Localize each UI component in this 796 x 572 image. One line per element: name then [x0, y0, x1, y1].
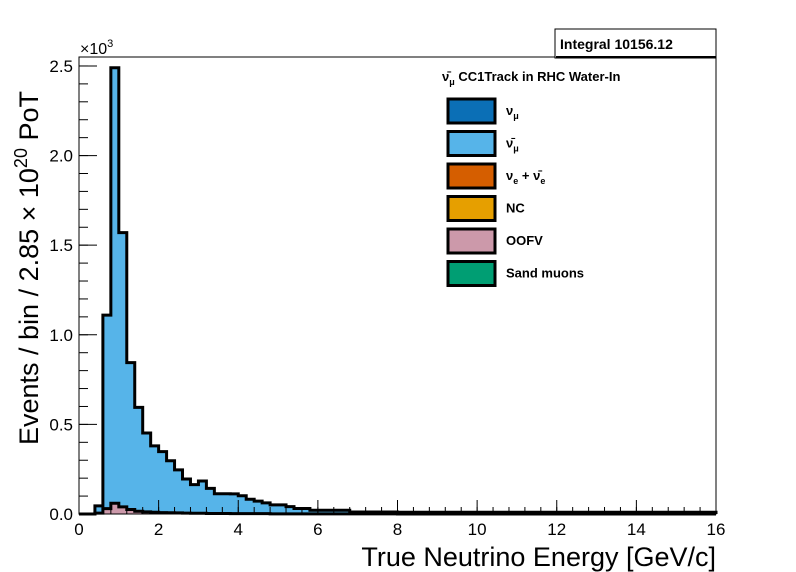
legend-header-subscript: μ — [449, 77, 455, 87]
y-axis-title: Events / bin / 2.85 × 1020 PoT — [11, 91, 44, 445]
legend-label-nc: NC — [506, 201, 525, 216]
axes: 0 2 4 6 8 10 12 14 16 0.0 0.5 1.0 1.5 2.0 2.5 — [49, 56, 726, 539]
x-tick-label: 8 — [393, 520, 402, 539]
stats-box-text: Integral 10156.12 — [560, 36, 673, 52]
legend-header-symbol: ν̄ — [442, 69, 451, 84]
y-tick-label: 2.0 — [49, 147, 73, 166]
legend-label-sand: Sand muons — [506, 266, 584, 281]
legend-swatch-nc — [446, 195, 497, 222]
legend-header-text: CC1Track in RHC Water-In — [455, 69, 621, 84]
stats-box: Integral 10156.12 — [554, 28, 717, 59]
x-tick-label: 4 — [234, 520, 243, 539]
legend-joiner: + — [518, 168, 533, 183]
x-tick-label: 14 — [627, 520, 646, 539]
legend-label-numu: νμ — [506, 103, 519, 121]
legend-label-text: OOFV — [506, 233, 543, 248]
legend-subscript: e — [513, 176, 518, 186]
legend-subscript: μ — [513, 144, 519, 154]
legend-symbol: ν — [506, 103, 513, 118]
y-tick-label: 2.5 — [49, 57, 73, 76]
legend-swatch-numu — [446, 97, 497, 125]
legend-subscript-2: e — [540, 176, 545, 186]
y-tick-label: 0.0 — [49, 505, 73, 524]
y-tick-label: 0.5 — [49, 415, 73, 434]
legend-symbol: ν̄ — [506, 136, 515, 151]
legend-symbol-2: ν̄ — [533, 168, 542, 183]
x-tick-label: 2 — [154, 520, 163, 539]
y-axis-title-prefix: Events / bin / 2.85 × 10 — [14, 168, 44, 445]
y-axis-title-suffix: PoT — [14, 91, 44, 148]
x-tick-label: 6 — [313, 520, 322, 539]
y-tick-label: 1.5 — [49, 236, 73, 255]
legend-symbol: ν — [506, 168, 513, 183]
legend-swatch-sand — [446, 260, 497, 287]
legend-subscript: μ — [513, 111, 519, 121]
stats-label: Integral — [560, 36, 611, 52]
legend-label-oofv: OOFV — [506, 233, 543, 248]
x-axis-title: True Neutrino Energy [GeV/c] — [361, 542, 716, 572]
legend-label-nue: νe + ν̄e — [506, 168, 545, 186]
x-tick-label: 0 — [74, 520, 83, 539]
x-tick-label: 10 — [468, 520, 487, 539]
x-tick-label: 16 — [707, 520, 726, 539]
series-outline-numubar — [79, 66, 718, 516]
legend-swatch-nue — [446, 162, 497, 190]
y-multiplier-exponent: 3 — [107, 38, 113, 50]
stats-value: 10156.12 — [614, 36, 673, 52]
legend-label-numubar: ν̄μ — [506, 136, 519, 154]
y-axis-title-exponent: 20 — [11, 148, 31, 168]
legend-swatch-numubar — [446, 130, 497, 157]
y-tick-label: 1.0 — [49, 326, 73, 345]
legend-label-text: Sand muons — [506, 266, 584, 281]
x-tick-label: 12 — [547, 520, 566, 539]
stats-box-frame — [554, 28, 717, 59]
y-multiplier: ×103 — [80, 38, 113, 58]
series-area-numubar — [79, 67, 716, 515]
legend-label-text: NC — [506, 201, 525, 216]
y-multiplier-base: ×10 — [80, 41, 107, 58]
legend-swatch-oofv — [446, 227, 497, 255]
legend-header: ν̄μ CC1Track in RHC Water-In — [442, 69, 620, 87]
